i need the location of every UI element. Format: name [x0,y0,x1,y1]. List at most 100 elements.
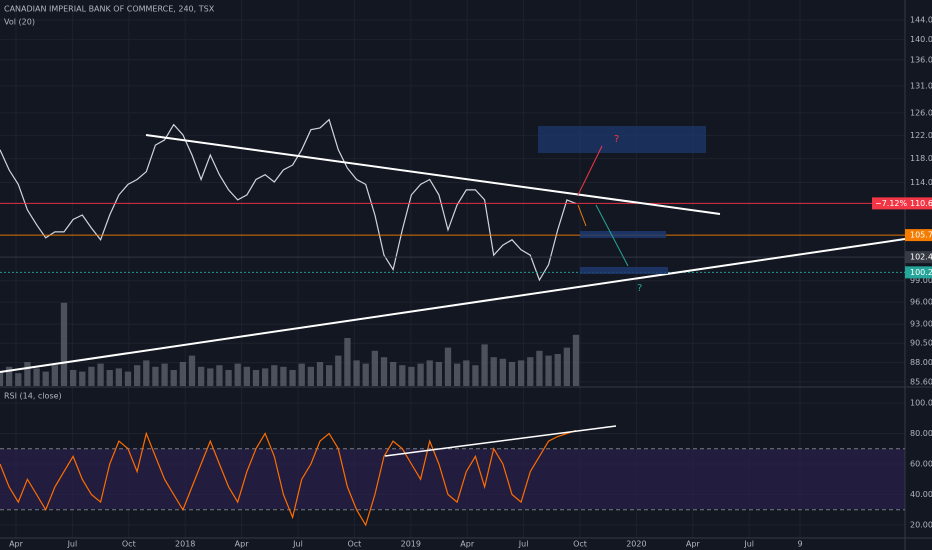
x-tick-label: Apr [9,540,24,549]
arrow [577,204,587,227]
y-tick-label: 118.00 [910,154,932,163]
volume-bar [389,362,397,386]
volume-bar [33,368,40,386]
volume-bar [179,362,187,386]
volume-bar [15,373,22,386]
y-tick-label: 93.00 [910,320,932,329]
volume-bar [490,357,497,386]
volume-bar [472,365,479,386]
volume-bar [170,370,177,386]
price-tag-label: 102.41 [910,253,932,262]
volume-bar [197,366,205,386]
volume-bar [316,362,324,386]
volume-bar [24,362,31,386]
y-tick-label: 88.00 [910,358,932,367]
volume-bar [115,368,123,386]
x-tick-label: Jul [518,540,529,549]
volume-bar [261,368,269,386]
y-tick-label: 20.00 [910,521,932,530]
trend-line [145,134,721,215]
volume-bar [463,360,470,386]
volume-bar [517,360,525,386]
arrow [577,145,603,196]
volume-bar [554,354,561,386]
volume-bar [88,366,95,386]
volume-bar [143,360,150,386]
price-tag-label: 110.64 [910,199,932,208]
volume-bar [435,362,443,386]
volume-bar [335,355,342,386]
y-tick-label: 60.00 [910,459,932,468]
volume-bar [243,366,251,386]
volume-bar [362,363,369,386]
volume-bar [453,363,461,386]
volume-bar [225,370,232,386]
volume-bar [353,360,360,386]
volume-bar [188,355,196,386]
price-line [0,118,577,282]
volume-bar [408,366,415,386]
y-tick-label: 99.00 [910,276,932,285]
x-tick-label: 2019 [401,540,421,549]
volume-bar [42,371,49,386]
y-tick-label: 100.00 [910,398,932,407]
volume-bar [481,344,488,386]
volume-bar [106,370,113,386]
price-change: −7.12% [875,199,908,208]
x-tick-label: Jul [743,540,754,549]
volume-bar [161,363,168,386]
volume-bar [399,365,406,386]
x-tick-label: Apr [235,540,250,549]
volume-bar [417,363,424,386]
volume-bar [280,366,287,386]
price-tag-label: 100.20 [910,268,932,277]
y-tick-label: 126.00 [910,108,932,117]
target-box [538,126,706,153]
volume-bar [536,350,543,386]
x-tick-label: 2018 [175,540,195,549]
x-tick-label: Apr [686,540,701,549]
volume-bar [426,360,433,386]
y-tick-label: 140.00 [910,35,932,44]
volume-label: Vol (20) [4,18,35,27]
x-tick-label: Apr [460,540,475,549]
series-layer [0,118,905,527]
y-tick-label: 96.00 [910,298,932,307]
price-tag-label: 105.71 [910,231,932,240]
grid [0,0,905,538]
annotation: ? [614,134,619,145]
y-tick-label: 114.00 [910,178,932,187]
rsi-line [0,429,577,527]
volume-bar [124,371,132,386]
price-tag [905,266,932,279]
chart-title: CANADIAN IMPERIAL BANK OF COMMERCE, 240,… [4,5,215,14]
price-tag [905,251,932,264]
volume-bar [572,334,580,386]
y-tick-label: 131.00 [910,81,932,90]
volume-bar [133,365,141,386]
price-tag [872,197,932,210]
x-tick-label: Oct [122,540,136,549]
volume-bar [344,338,351,386]
volume-bar [508,362,516,386]
y-tick-label: 40.00 [910,490,932,499]
volume-bar [152,366,159,386]
y-tick-label: 122.00 [910,131,932,140]
volume-bar [207,368,214,386]
y-tick-label: 80.00 [910,429,932,438]
y-tick-label: 144.00 [910,16,932,25]
volume-bar [252,370,260,386]
volume-bar [69,370,77,386]
volume-bar [499,358,507,386]
y-tick-label: 90.50 [910,339,932,348]
x-tick-label: 2020 [626,540,646,549]
volume-bar [527,357,534,386]
volume-bar [271,365,278,386]
volume-bar [97,363,104,386]
x-tick-label: Oct [347,540,361,549]
y-tick-label: 136.00 [910,55,932,64]
volume-bar [5,366,13,386]
x-tick-label: Oct [573,540,587,549]
